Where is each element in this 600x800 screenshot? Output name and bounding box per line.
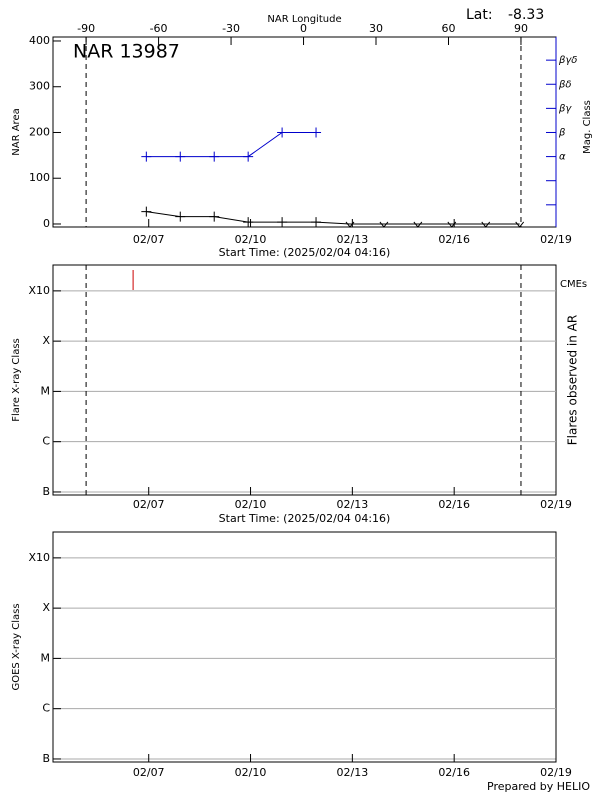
marker (141, 206, 152, 217)
x-tick-label: 02/07 (133, 766, 165, 779)
x2-tick-label: -90 (77, 22, 95, 35)
plot-frame (52, 264, 557, 496)
marker (277, 127, 288, 138)
x2-tick-label: 90 (514, 22, 528, 35)
y-tick-label: 200 (29, 125, 50, 138)
marker (141, 151, 152, 162)
marker (379, 221, 389, 228)
x-tick-label: 02/19 (540, 766, 572, 779)
x-tick-label: 02/07 (133, 498, 165, 511)
x-tick-label: 02/10 (235, 233, 267, 246)
x-tick-label: 02/19 (540, 498, 572, 511)
y-tick-label: 0 (43, 217, 50, 230)
marker (175, 151, 186, 162)
marker (277, 217, 288, 228)
x-tick-label: 02/19 (540, 233, 572, 246)
cme-label: CMEs (560, 279, 587, 290)
lat-label: Lat: (466, 7, 493, 23)
x-tick-label: 02/16 (438, 233, 470, 246)
y2-tick-label: βγδ (558, 55, 577, 66)
x-tick-label: 02/10 (235, 498, 267, 511)
y-tick-label: X10 (28, 551, 50, 564)
y2-tick-label: α (559, 152, 566, 163)
marker (311, 217, 322, 228)
y-tick-label: B (42, 485, 50, 498)
x2-axis-label: NAR Longitude (267, 14, 341, 25)
footer: Prepared by HELIO (487, 780, 590, 793)
marker (175, 211, 186, 222)
marker (481, 221, 491, 228)
y2-axis-label: Mag. Class (582, 100, 593, 154)
marker (209, 151, 220, 162)
y-tick-label: M (41, 651, 51, 664)
marker (447, 221, 457, 228)
y-axis-label: GOES X-ray Class (11, 603, 22, 690)
lat-value: -8.33 (508, 7, 544, 23)
marker (209, 211, 220, 222)
marker (243, 217, 254, 228)
marker (345, 221, 355, 228)
marker (515, 221, 525, 228)
x-tick-label: 02/07 (133, 233, 165, 246)
y-tick-label: X (42, 601, 50, 614)
y-tick-label: X10 (28, 284, 50, 297)
x2-tick-label: 0 (300, 22, 307, 35)
y-tick-label: B (42, 752, 50, 765)
x2-tick-label: -30 (222, 22, 240, 35)
x2-tick-label: 30 (369, 22, 383, 35)
y-axis-label: Flare X-ray Class (11, 338, 22, 422)
panel-title: NAR 13987 (73, 41, 180, 63)
y-tick-label: C (42, 702, 50, 715)
y-tick-label: M (41, 384, 51, 397)
x-tick-label: 02/13 (337, 233, 369, 246)
x-tick-label: 02/13 (337, 766, 369, 779)
y-tick-label: 400 (29, 34, 50, 47)
x-axis-label: Start Time: (2025/02/04 04:16) (219, 246, 391, 259)
x-tick-label: 02/13 (337, 498, 369, 511)
series-line (146, 211, 520, 225)
y2-tick-label: βγ (558, 103, 572, 114)
marker (413, 221, 423, 228)
marker (243, 151, 254, 162)
y-tick-label: 100 (29, 171, 50, 184)
y2-axis-label: Flares observed in AR (566, 315, 580, 445)
plot-frame (52, 531, 557, 763)
y-tick-label: X (42, 334, 50, 347)
y2-tick-label: β (558, 127, 566, 138)
series-line (146, 131, 317, 158)
x-axis-label: Start Time: (2025/02/04 04:16) (219, 512, 391, 525)
x-tick-label: 02/16 (438, 766, 470, 779)
x2-tick-label: -60 (150, 22, 168, 35)
y-tick-label: 300 (29, 80, 50, 93)
y2-tick-label: βδ (558, 79, 572, 90)
x2-tick-label: 60 (441, 22, 455, 35)
x-tick-label: 02/16 (438, 498, 470, 511)
y-tick-label: C (42, 435, 50, 448)
x-tick-label: 02/10 (235, 766, 267, 779)
y-axis-label: NAR Area (11, 108, 22, 155)
marker (311, 127, 322, 138)
